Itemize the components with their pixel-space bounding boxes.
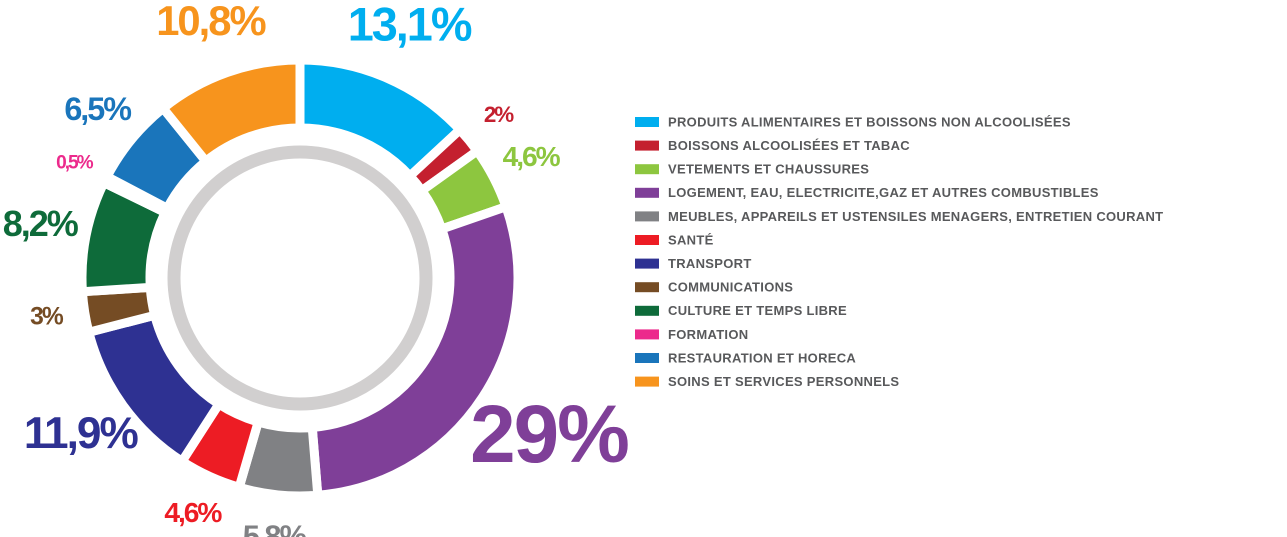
legend-label: COMMUNICATIONS [668,280,793,295]
legend-swatch [635,164,659,175]
value-label: 4,6% [503,141,561,172]
legend-label: SOINS ET SERVICES PERSONNELS [668,374,899,389]
legend-label: FORMATION [668,327,748,342]
slice [307,201,523,501]
value-label: 4,6% [164,497,222,528]
legend-label: VETEMENTS ET CHAUSSURES [668,162,869,177]
legend-swatch [635,117,659,127]
value-label: 11,9% [24,409,139,458]
legend-label: MEUBLES, APPAREILS ET USTENSILES MENAGER… [668,209,1163,224]
legend-swatch [635,187,659,198]
inner-ring [167,145,433,411]
value-label: 2% [484,102,514,127]
value-label: 8,2% [3,203,79,244]
legend-swatch [635,329,659,340]
value-label: 5.8% [243,518,307,537]
value-label: 6,5% [64,91,131,127]
legend-swatch [635,305,659,316]
value-label: 29% [470,389,628,480]
legend-label: LOGEMENT, EAU, ELECTRICITE,GAZ ET AUTRES… [668,185,1099,200]
slice [156,55,305,168]
legend-swatch [635,211,659,222]
value-label: 10,8% [156,0,266,44]
value-label: 0,5% [56,153,94,174]
legend-swatch [635,140,659,151]
legend-label: RESTAURATION ET HORECA [668,350,856,365]
legend-swatch [635,235,659,245]
value-label: 13,1% [348,0,472,50]
legend-swatch [635,258,659,269]
legend-label: TRANSPORT [668,256,752,271]
legend-label: PRODUITS ALIMENTAIRES ET BOISSONS NON AL… [668,114,1071,129]
legend-label: SANTÉ [668,232,714,247]
value-label: 3% [30,304,64,331]
legend-swatch [635,376,659,387]
legend-label: BOISSONS ALCOOLISÉES ET TABAC [668,138,910,153]
legend-swatch [635,282,659,293]
legend-swatch [635,353,659,363]
legend-label: CULTURE ET TEMPS LIBRE [668,303,847,318]
